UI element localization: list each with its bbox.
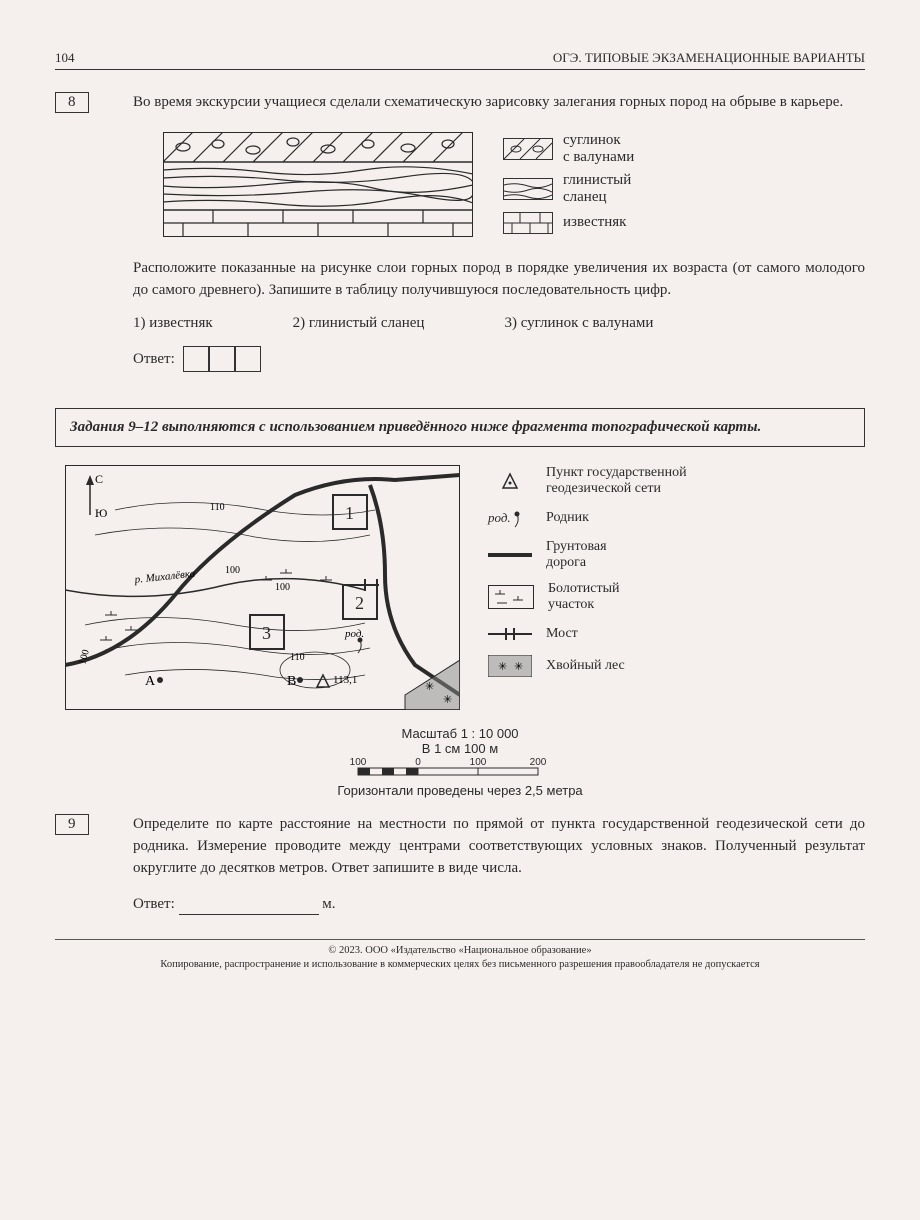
svg-text:A: A: [145, 674, 156, 689]
compass-icon: С Ю: [86, 472, 107, 520]
svg-text:110: 110: [210, 502, 225, 513]
scale-line1: Масштаб 1 : 10 000: [55, 726, 865, 741]
option-3: 3) суглинок с валунами: [504, 315, 653, 332]
svg-text:B: B: [287, 674, 296, 689]
task8-intro: Во время экскурсии учащиеся сделали схем…: [133, 92, 865, 114]
scale-block: Масштаб 1 : 10 000 В 1 см 100 м 100 0 10…: [55, 726, 865, 798]
svg-text:0: 0: [415, 757, 421, 768]
svg-text:✳: ✳: [498, 661, 507, 673]
svg-text:1: 1: [345, 503, 354, 523]
page-header: 104 ОГЭ. ТИПОВЫЕ ЭКЗАМЕНАЦИОННЫЕ ВАРИАНТ…: [55, 50, 865, 70]
footer-line2: Копирование, распространение и использов…: [55, 958, 865, 972]
swatch-izvestnyak: [503, 212, 553, 234]
svg-text:110: 110: [290, 652, 305, 663]
task8-question: Расположите показанные на рисунке слои г…: [133, 258, 865, 302]
task-8: 8 Во время экскурсии учащиеся сделали сх…: [103, 92, 865, 372]
option-1: 1) известняк: [133, 315, 213, 332]
spring-icon: род.: [488, 507, 532, 529]
svg-text:род.: род.: [344, 628, 364, 640]
svg-text:100: 100: [225, 565, 240, 576]
swatch-slanec: [503, 178, 553, 200]
legend-text: Пункт государственной геодезической сети: [546, 465, 706, 497]
legend-text: Мост: [546, 626, 578, 642]
bridge-icon: [488, 623, 532, 645]
triangle-icon: [488, 470, 532, 492]
answer-label: Ответ:: [133, 351, 175, 368]
strata-figure-row: суглинок с валунами глинистый сланец: [163, 132, 865, 240]
scale-line3: Горизонтали проведены через 2,5 метра: [55, 783, 865, 798]
map-row: С Ю р. Михалёвка 110 100 100 110 100: [65, 465, 865, 710]
svg-text:100: 100: [350, 757, 367, 768]
answer-line[interactable]: [179, 899, 319, 915]
svg-text:2: 2: [355, 593, 364, 613]
svg-text:✳: ✳: [425, 681, 434, 693]
task-9: 9 Определите по карте расстояние на мест…: [103, 814, 865, 915]
svg-text:✳: ✳: [443, 694, 452, 706]
svg-text:113,1: 113,1: [333, 674, 357, 686]
svg-text:3: 3: [262, 623, 271, 643]
legend-text: Родник: [546, 510, 589, 526]
marsh-icon: [488, 585, 534, 609]
task-number-box: 9: [55, 814, 89, 835]
svg-text:100: 100: [275, 582, 290, 593]
svg-text:✳: ✳: [514, 661, 523, 673]
answer-unit: м.: [322, 896, 335, 912]
header-title: ОГЭ. ТИПОВЫЕ ЭКЗАМЕНАЦИОННЫЕ ВАРИАНТЫ: [553, 50, 865, 66]
map-legend: Пункт государственной геодезической сети…: [488, 465, 706, 687]
topo-map: С Ю р. Михалёвка 110 100 100 110 100: [65, 465, 460, 710]
option-2: 2) глинистый сланец: [293, 315, 425, 332]
page-number: 104: [55, 50, 75, 66]
svg-text:100: 100: [77, 649, 92, 666]
legend-label: известняк: [563, 214, 626, 231]
legend-text: Грунтовая дорога: [546, 539, 646, 571]
svg-text:100: 100: [470, 757, 487, 768]
strata-diagram: [163, 132, 473, 237]
scale-bar: 100 0 100 200: [340, 756, 580, 780]
task8-answer: Ответ:: [133, 346, 865, 372]
scale-line2: В 1 см 100 м: [55, 741, 865, 756]
svg-text:С: С: [95, 472, 103, 486]
legend-text: Болотистый участок: [548, 581, 648, 613]
task9-text: Определите по карте расстояние на местно…: [133, 814, 865, 879]
task8-options: 1) известняк 2) глинистый сланец 3) сугл…: [133, 315, 865, 332]
legend-text: Хвойный лес: [546, 658, 625, 674]
legend-label: суглинок с валунами: [563, 132, 673, 166]
task-number-box: 8: [55, 92, 89, 113]
strata-legend: суглинок с валунами глинистый сланец: [503, 132, 673, 240]
forest-icon: ✳✳: [488, 655, 532, 677]
instruction-box: Задания 9–12 выполняются с использование…: [55, 408, 865, 447]
legend-label: глинистый сланец: [563, 172, 673, 206]
footer-line1: © 2023. ООО «Издательство «Национальное …: [55, 944, 865, 958]
svg-text:Ю: Ю: [95, 506, 107, 520]
answer-boxes[interactable]: [183, 346, 261, 372]
page-footer: © 2023. ООО «Издательство «Национальное …: [55, 939, 865, 972]
answer-label: Ответ:: [133, 896, 175, 912]
road-icon: [488, 544, 532, 566]
swatch-suglinok: [503, 138, 553, 160]
svg-text:200: 200: [530, 757, 547, 768]
